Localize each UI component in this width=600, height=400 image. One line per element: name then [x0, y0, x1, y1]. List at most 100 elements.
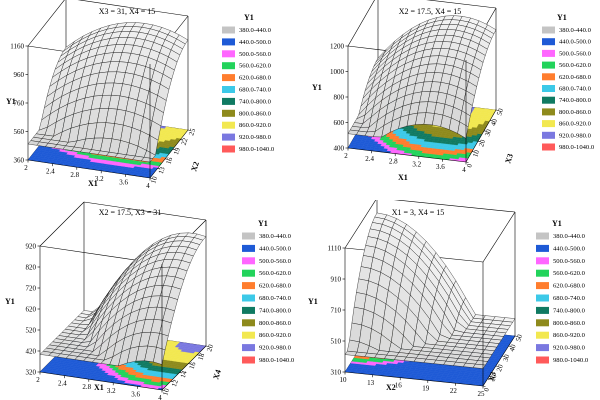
legend-label: 380.0-440.0 [553, 233, 586, 240]
legend-label: 440.0-500.0 [259, 245, 292, 252]
x-tick-label: 2.4 [365, 155, 374, 163]
y-tick-label: 16 [188, 361, 198, 371]
legend-swatch [542, 49, 555, 57]
legend-label: 680.0-740.0 [559, 86, 592, 93]
box-edge-back-4 [77, 0, 189, 17]
y-tick-label: 18 [196, 352, 206, 362]
y-tick-mark [483, 130, 487, 132]
y-tick-label: 10 [471, 149, 481, 159]
y-tick-label: 40 [489, 117, 499, 127]
chart-title: X2 = 17.5, X3 = 31 [99, 208, 162, 217]
legend-label: 560.0-620.0 [239, 63, 272, 70]
chart-title: X1 = 3, X4 = 15 [392, 208, 445, 217]
box-edge-front-3 [347, 147, 467, 163]
legend-label: 860.0-920.0 [259, 332, 292, 339]
legend-swatch [536, 232, 549, 240]
legend-label: 560.0-620.0 [559, 62, 592, 69]
legend-label: 740.0-800.0 [259, 307, 292, 314]
x-tick-label: 25 [478, 390, 486, 398]
y-tick-label: 20 [205, 343, 215, 353]
legend-swatch [222, 26, 235, 34]
box-edge-front-3 [344, 371, 484, 387]
x-axis-label: X1 [88, 179, 98, 188]
x-tick-label: 3.6 [131, 390, 140, 398]
surface-cell [472, 363, 486, 369]
y-tick-label: 16 [164, 156, 174, 166]
y-tick-mark [514, 335, 518, 337]
box-edge-front-3 [39, 371, 163, 391]
legend-label: 860.0-920.0 [559, 121, 592, 128]
box-edge-front-4 [161, 345, 207, 391]
y-tick-label: 25 [187, 127, 197, 137]
z-tick-label: 910 [331, 276, 342, 284]
legend-label: 980.0-1040.0 [559, 144, 595, 151]
x-tick-label: 4 [158, 394, 162, 400]
y-tick-mark [495, 109, 499, 111]
legend-label: 680.0-740.0 [259, 295, 292, 302]
legend-label: 620.0-680.0 [259, 283, 292, 290]
z-tick-label: 960 [14, 71, 25, 79]
y-tick-mark [188, 363, 191, 365]
legend-swatch [222, 50, 235, 58]
y-tick-mark [477, 140, 481, 142]
z-tick-label: 600 [334, 119, 345, 127]
legend-label: 560.0-620.0 [553, 270, 586, 277]
legend-label: 380.0-440.0 [559, 27, 592, 34]
legend-swatch [542, 96, 555, 104]
z-tick-label: 720 [26, 285, 37, 293]
y-tick-mark [165, 158, 168, 160]
z-tick-label: 1200 [330, 43, 345, 51]
chart-title: X2 = 17.5, X4 = 15 [399, 7, 462, 16]
y-axis-label: X4 [211, 369, 223, 381]
legend-label: 800.0-860.0 [553, 320, 586, 327]
y-tick-mark [502, 355, 505, 357]
x-tick-label: 2.4 [58, 380, 67, 388]
z-tick-label: 1160 [10, 43, 24, 51]
legend-swatch [222, 121, 235, 129]
legend-swatch [542, 38, 555, 46]
x-tick-label: 2 [24, 164, 28, 172]
legend-swatch [222, 38, 235, 46]
y-tick-mark [489, 120, 493, 122]
legend-label: 800.0-860.0 [239, 110, 272, 117]
legend-swatch [536, 294, 549, 302]
y-tick-mark [495, 365, 499, 367]
x-axis-label: X1 [94, 383, 104, 392]
y-tick-mark [170, 380, 174, 382]
y-axis-label: X3 [486, 371, 498, 383]
z-tick-label: 760 [14, 100, 25, 108]
legend-swatch [536, 257, 549, 265]
y-tick-label: 50 [495, 107, 505, 117]
x-axis-label: X2 [386, 383, 396, 392]
y-tick-mark [149, 177, 153, 179]
x-tick-label: 3.2 [412, 160, 421, 168]
z-tick-label: 1110 [328, 245, 342, 253]
legend-swatch [242, 306, 255, 314]
x-tick-label: 13 [367, 379, 375, 387]
legend-label: 800.0-860.0 [259, 320, 292, 327]
legend-swatch [542, 143, 555, 151]
z-tick-label: 710 [331, 307, 342, 315]
z-tick-label: 920 [26, 243, 37, 251]
x-tick-label: 3.2 [95, 175, 104, 183]
legend-title: Y1 [557, 13, 567, 22]
y-axis-label: X3 [503, 153, 515, 165]
legend-label: 980.0-1040.0 [259, 357, 295, 364]
y-tick-mark [187, 129, 191, 131]
y-tick-mark [179, 372, 183, 374]
x-tick-label: 3.6 [119, 178, 128, 186]
x-tick-label: 2.8 [389, 158, 398, 166]
legend-label: 620.0-680.0 [553, 283, 586, 290]
chart-panel-3: 2 2.4 2.8 3.2 3.6 4 10 12 14 16 18 20 320 420 520 620 72… [0, 200, 300, 400]
z-tick-label: 620 [26, 306, 37, 314]
y-tick-label: 10 [161, 387, 171, 397]
legend-swatch [542, 85, 555, 92]
legend-label: 920.0-980.0 [553, 345, 586, 352]
y-tick-label: 20 [477, 138, 487, 148]
legend-swatch [536, 319, 549, 327]
legend-swatch [536, 356, 549, 364]
box-edge-front-4 [482, 335, 516, 387]
y-tick-mark [508, 345, 512, 347]
legend-label: 980.0-1040.0 [553, 357, 589, 364]
